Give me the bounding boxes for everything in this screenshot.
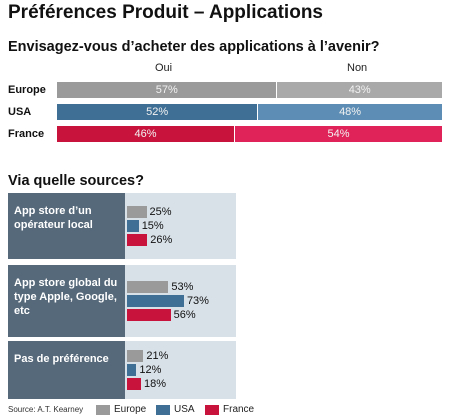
bar-operateur-local-europe [127,206,147,218]
legend-label-usa: USA [174,404,195,415]
value-label-pas-de-preference-france: 18% [144,378,167,390]
region-label-france: France [8,128,45,140]
value-label-store-global-europe: 53% [171,281,194,293]
legend-swatch-france [205,404,219,415]
source-label-pas-de-preference: Pas de préférence [8,341,125,399]
source-panel-store-global: App store global du type Apple, Google, … [8,265,236,337]
bar-operateur-local-usa [127,220,139,232]
bar-europe-oui: 57% [57,82,277,98]
legend-label-france: France [223,404,255,415]
region-label-europe: Europe [8,84,46,96]
legend-swatch-usa [156,404,170,415]
value-label-operateur-local-europe: 25% [149,206,172,218]
legend-item-usa: USA [156,404,195,415]
bar-pas-de-preference-france [127,378,142,390]
source-label-operateur-local: App store d’un opérateur local [8,193,125,259]
source-label-store-global: App store global du type Apple, Google, … [8,265,125,337]
column-header-oui: Oui [155,62,173,74]
bar-store-global-france [127,309,171,321]
legend-swatch-europe [96,404,110,415]
question-1-title: Envisagez-vous d’acheter des application… [8,39,380,55]
question-2-title: Via quelle sources? [8,173,144,189]
bar-europe-non: 43% [276,82,442,98]
bar-france-non: 54% [234,126,442,142]
legend-item-europe: Europe [96,404,146,415]
source-note: Source: A.T. Kearney [8,405,84,414]
bar-pas-de-preference-usa [127,364,137,376]
legend-label-europe: Europe [114,404,147,415]
bar-pas-de-preference-europe [127,350,144,362]
bar-store-global-usa [127,295,184,307]
bar-operateur-local-france [127,234,148,246]
bar-usa-oui: 52% [57,104,258,120]
bar-france-oui: 46% [57,126,235,142]
legend-item-france: France [205,404,254,415]
bar-usa-non: 48% [257,104,442,120]
value-label-operateur-local-france: 26% [150,234,173,246]
bar-store-global-europe [127,281,169,293]
source-panel-operateur-local: App store d’un opérateur local [8,193,236,259]
region-label-usa: USA [8,106,32,118]
value-label-store-global-france: 56% [173,309,196,321]
value-label-pas-de-preference-europe: 21% [146,350,169,362]
value-label-store-global-usa: 73% [186,295,209,307]
value-label-operateur-local-usa: 15% [141,220,164,232]
column-header-non: Non [347,62,368,74]
source-panel-pas-de-preference: Pas de préférence [8,341,236,399]
chart-title: Préférences Produit – Applications [8,2,323,23]
value-label-pas-de-preference-usa: 12% [139,364,162,376]
